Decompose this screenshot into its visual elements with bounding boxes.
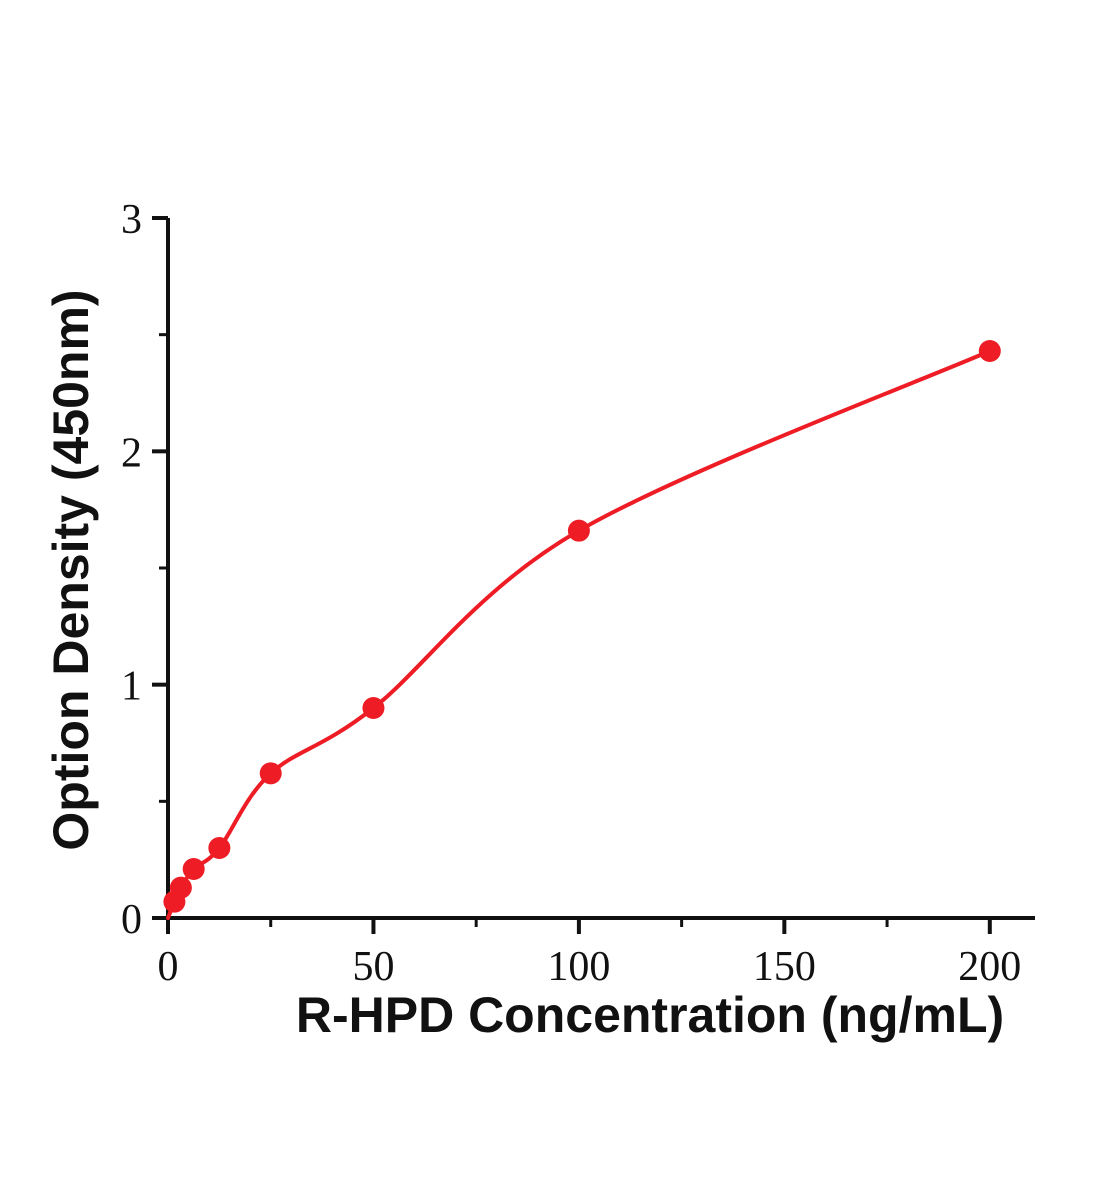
data-point [978, 340, 1001, 362]
data-point [169, 876, 192, 899]
data-point [567, 519, 590, 542]
data-point [362, 697, 385, 719]
plot-area: 0 50 100 150 200 0 1 2 3 [121, 197, 1035, 990]
x-tick-label: 50 [352, 944, 394, 990]
y-tick-label: 1 [121, 664, 142, 710]
data-point [182, 858, 205, 880]
x-axis-title: R-HPD Concentration (ng/mL) [296, 987, 1004, 1043]
y-tick-label: 3 [121, 197, 142, 243]
fit-curve [166, 349, 992, 920]
data-point [259, 762, 282, 785]
x-tick-label: 150 [753, 944, 816, 990]
x-tick-label: 100 [547, 944, 610, 990]
y-tick-label: 2 [121, 430, 142, 476]
data-point [208, 837, 231, 859]
y-tick-label: 0 [121, 897, 142, 943]
x-tick-label: 200 [958, 944, 1021, 990]
y-axis-title: Option Density (450nm) [43, 289, 99, 850]
x-tick-label: 0 [158, 944, 179, 990]
